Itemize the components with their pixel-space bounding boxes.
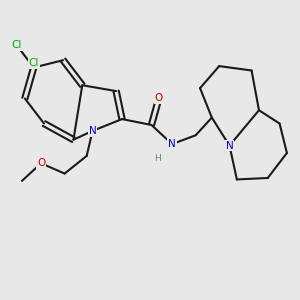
Text: O: O: [37, 158, 45, 168]
Text: N: N: [89, 126, 97, 136]
Text: Cl: Cl: [28, 58, 39, 68]
Text: N: N: [168, 139, 176, 149]
Text: N: N: [226, 141, 233, 151]
Text: H: H: [154, 154, 161, 163]
Text: O: O: [155, 94, 163, 103]
Text: Cl: Cl: [12, 40, 22, 50]
